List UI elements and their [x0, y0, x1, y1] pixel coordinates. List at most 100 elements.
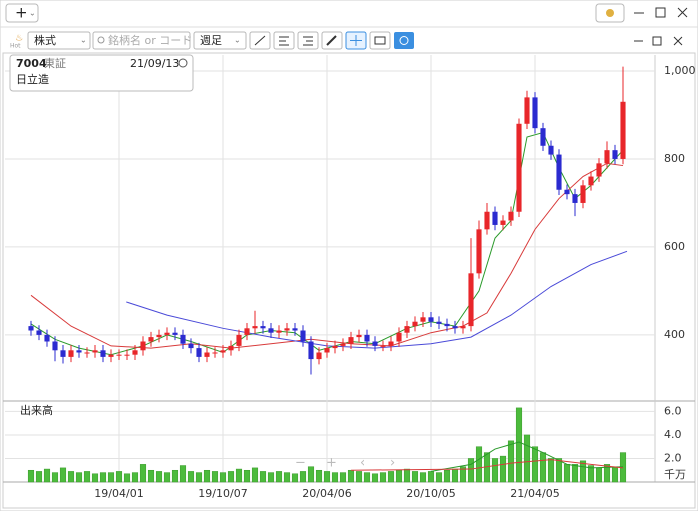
volume-bar — [307, 466, 315, 483]
scroll-left[interactable]: ‹ — [360, 456, 365, 471]
scroll-right[interactable]: › — [390, 456, 395, 471]
volume-bar — [291, 473, 299, 483]
add-button[interactable] — [5, 3, 39, 23]
candle-body — [556, 154, 562, 190]
candle-body — [28, 326, 34, 331]
tool-icon — [350, 35, 362, 46]
candle-body — [356, 334, 362, 338]
candle-body — [364, 334, 370, 342]
volume-bar — [579, 460, 587, 483]
volume-bar — [347, 469, 355, 483]
candle-body — [388, 341, 394, 346]
panel-close[interactable] — [673, 36, 683, 46]
candle-body — [460, 326, 466, 329]
zoom-in[interactable]: + — [326, 456, 337, 471]
volume-bar — [99, 472, 107, 483]
candle-body — [60, 350, 66, 357]
volume-bar — [427, 471, 435, 483]
candle-body — [588, 176, 594, 186]
tool-icon — [326, 35, 337, 46]
date: 21/09/13 — [130, 57, 179, 70]
candle-body — [380, 345, 386, 347]
candle-body — [316, 352, 322, 360]
candle-body — [396, 332, 402, 342]
candle-body — [420, 317, 426, 322]
search-input[interactable] — [92, 31, 191, 50]
candle-body — [444, 323, 450, 327]
settings-icon — [606, 9, 614, 17]
zoom-out[interactable]: − — [295, 456, 306, 471]
candle-body — [148, 337, 154, 342]
candle-body — [268, 328, 274, 333]
candle-body — [540, 128, 546, 146]
candle-body — [108, 354, 114, 357]
market-select[interactable] — [27, 31, 91, 50]
screenshot-tool[interactable] — [369, 31, 391, 50]
tool-icon — [399, 36, 409, 45]
dropdown-icon: ⌄ — [80, 36, 87, 45]
tool-icon — [254, 35, 266, 46]
info-box — [9, 54, 194, 92]
volume-bar — [587, 465, 595, 483]
volume-bar — [35, 471, 43, 483]
maximize-button[interactable] — [655, 7, 666, 18]
volume-bar — [227, 471, 235, 483]
volume-bar — [499, 455, 507, 483]
candle-body — [492, 211, 498, 225]
volume-bar — [539, 452, 547, 483]
candle-body — [252, 326, 258, 329]
volume-tick-label: 6.0 — [664, 404, 682, 417]
candle-body — [172, 332, 178, 335]
volume-bar — [491, 458, 499, 483]
volume-label: 出来高 — [20, 403, 53, 417]
volume-bar — [211, 471, 219, 483]
volume-bar — [355, 471, 363, 483]
volume-bar — [147, 469, 155, 483]
x-tick-label: 20/04/06 — [302, 487, 351, 500]
period-select[interactable] — [193, 31, 247, 50]
candle-body — [436, 321, 442, 324]
candle-body — [468, 273, 474, 327]
candle-body — [236, 334, 242, 346]
volume-bar — [435, 472, 443, 483]
volume-bar — [387, 471, 395, 483]
candle-body — [220, 350, 226, 353]
candle-body — [564, 189, 570, 195]
volume-bar — [563, 464, 571, 483]
volume-bar — [131, 472, 139, 483]
volume-bar — [531, 446, 539, 483]
zoom-controls: − + ‹ › — [295, 456, 395, 471]
panel-restore[interactable] — [652, 36, 662, 46]
dropdown-icon: ⌄ — [29, 9, 36, 18]
volume-bar — [115, 471, 123, 483]
plot: 19/04/01 19/10/07 20/04/06 20/10/05 21/04/05… — [3, 55, 696, 500]
volume-bar — [339, 472, 347, 483]
volume-bar — [323, 471, 331, 483]
y-tick-label: 1,000 — [664, 64, 696, 77]
volume-bar — [555, 458, 563, 483]
candle-body — [524, 97, 530, 124]
y-tick-label: 800 — [664, 152, 685, 165]
volume-bar — [187, 471, 195, 483]
volume-bar — [171, 469, 179, 483]
candle-body — [428, 317, 434, 322]
close-button[interactable] — [677, 7, 688, 18]
candle-body — [324, 348, 330, 353]
candle-body — [484, 211, 490, 230]
volume-bar — [259, 471, 267, 483]
dropdown-icon: ⌄ — [234, 36, 241, 45]
volume-bar — [235, 468, 243, 483]
volume-bar — [107, 472, 115, 483]
volume-bar — [315, 469, 323, 483]
candle-body — [100, 350, 106, 357]
chart-frame — [2, 52, 696, 509]
candle-body — [452, 326, 458, 329]
tool-buttons — [249, 31, 414, 50]
refresh-button[interactable] — [394, 32, 414, 49]
volume-bar — [419, 472, 427, 483]
candle-body — [212, 352, 218, 354]
expand-icon[interactable] — [178, 58, 188, 68]
candle-body — [508, 211, 514, 221]
candle-body — [332, 345, 338, 349]
search-icon — [97, 36, 105, 44]
